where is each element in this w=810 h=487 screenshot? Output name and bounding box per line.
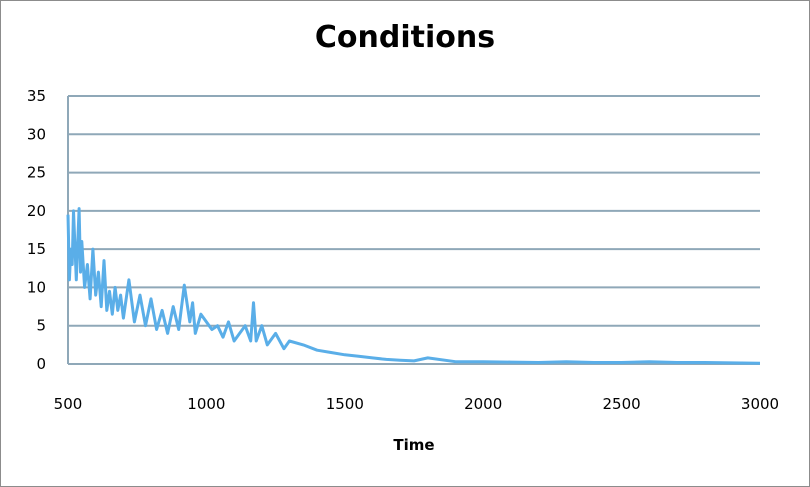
y-tick-label: 0	[36, 355, 46, 373]
x-tick-label: 3000	[741, 395, 779, 413]
y-tick-label: 10	[27, 278, 46, 296]
y-tick-label: 5	[36, 317, 46, 335]
x-tick-label: 2000	[464, 395, 502, 413]
y-tick-label: 30	[27, 125, 46, 143]
x-tick-label: 500	[54, 395, 83, 413]
x-tick-label: 2500	[603, 395, 641, 413]
y-tick-label: 25	[27, 164, 46, 182]
y-tick-label: 15	[27, 240, 46, 258]
x-axis-ticks: 500 1000 1500 2000 2500 3000	[54, 395, 779, 413]
y-tick-label: 20	[27, 202, 46, 220]
y-tick-label: 35	[27, 87, 46, 105]
series-layer	[66, 207, 761, 365]
x-tick-label: 1500	[326, 395, 364, 413]
series-line-0	[66, 207, 761, 365]
y-axis-ticks: 0 5 10 15 20 25 30 35	[27, 87, 46, 373]
x-tick-label: 1000	[187, 395, 225, 413]
chart-title: Conditions	[314, 20, 496, 55]
x-axis-title: Time	[393, 436, 434, 454]
gridlines	[67, 95, 760, 365]
